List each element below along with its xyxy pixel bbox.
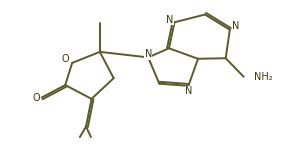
Text: O: O [61,54,69,64]
Text: O: O [32,92,40,103]
Text: N: N [185,86,193,96]
Text: N: N [145,49,152,59]
Text: N: N [166,15,173,25]
Text: NH₂: NH₂ [254,72,273,82]
Text: N: N [232,21,239,31]
